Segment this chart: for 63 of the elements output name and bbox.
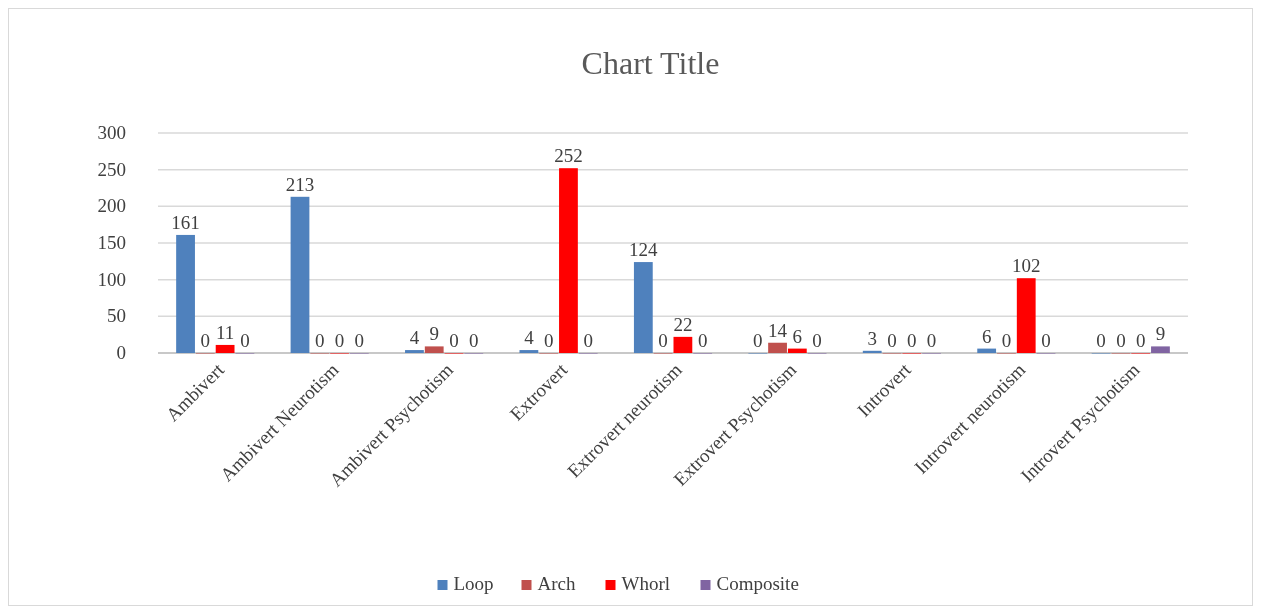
data-label: 0 [1116,330,1126,351]
data-label: 0 [449,330,459,351]
bar [559,168,578,353]
data-label: 9 [429,323,439,345]
y-tick-label: 100 [97,268,126,290]
data-label: 11 [215,321,235,343]
bar [1016,278,1036,353]
data-label: 102 [1011,255,1041,277]
bar [405,350,424,353]
bar [977,348,997,353]
data-label: 14 [768,319,788,341]
data-label: 0 [697,330,708,351]
bar [673,336,693,353]
data-label: 9 [1155,323,1166,345]
legend-label: Whorl [621,573,671,594]
data-label: 4 [524,327,535,349]
bar [1151,346,1170,353]
y-tick-label: 0 [116,342,126,363]
data-label: 3 [867,327,877,349]
data-label: 0 [315,330,325,351]
data-label: 0 [334,330,345,351]
bar [862,350,882,353]
data-label: 0 [583,330,593,351]
bar [768,342,787,353]
y-tick-label: 200 [97,195,126,217]
data-label: 252 [554,145,583,167]
data-label: 161 [171,211,200,233]
y-tick-label: 300 [97,122,126,143]
data-label: 0 [1041,330,1051,351]
y-tick-label: 150 [97,232,126,253]
legend-label: Arch [537,573,576,594]
data-label: 4 [409,327,420,349]
bar [424,346,444,353]
data-label: 0 [812,330,822,351]
data-label: 0 [1001,330,1012,351]
bar [519,350,539,353]
data-label: 6 [792,325,803,347]
bar [215,344,235,353]
bar [176,234,195,353]
data-label: 0 [926,330,937,351]
data-label: 22 [673,313,693,335]
data-label: 6 [981,325,992,347]
data-label: 0 [907,330,917,351]
y-tick-label: 250 [97,158,126,180]
data-label: 0 [1096,330,1106,351]
data-label: 0 [240,330,250,351]
data-label: 0 [200,330,211,351]
y-tick-label: 50 [107,305,126,327]
legend-label: Loop [453,573,494,594]
data-label: 0 [543,330,554,351]
data-label: 0 [887,330,897,351]
bar [633,262,653,353]
bar [290,196,310,353]
chart-title: Chart Title [581,45,720,81]
data-label: 0 [354,330,365,351]
bar [787,348,807,353]
data-label: 0 [658,330,668,351]
data-label: 0 [753,330,763,351]
data-label: 0 [1135,330,1146,351]
data-label: 124 [629,239,659,261]
legend-label: Composite [716,573,799,594]
data-label: 0 [469,330,479,351]
data-label: 213 [285,173,315,195]
